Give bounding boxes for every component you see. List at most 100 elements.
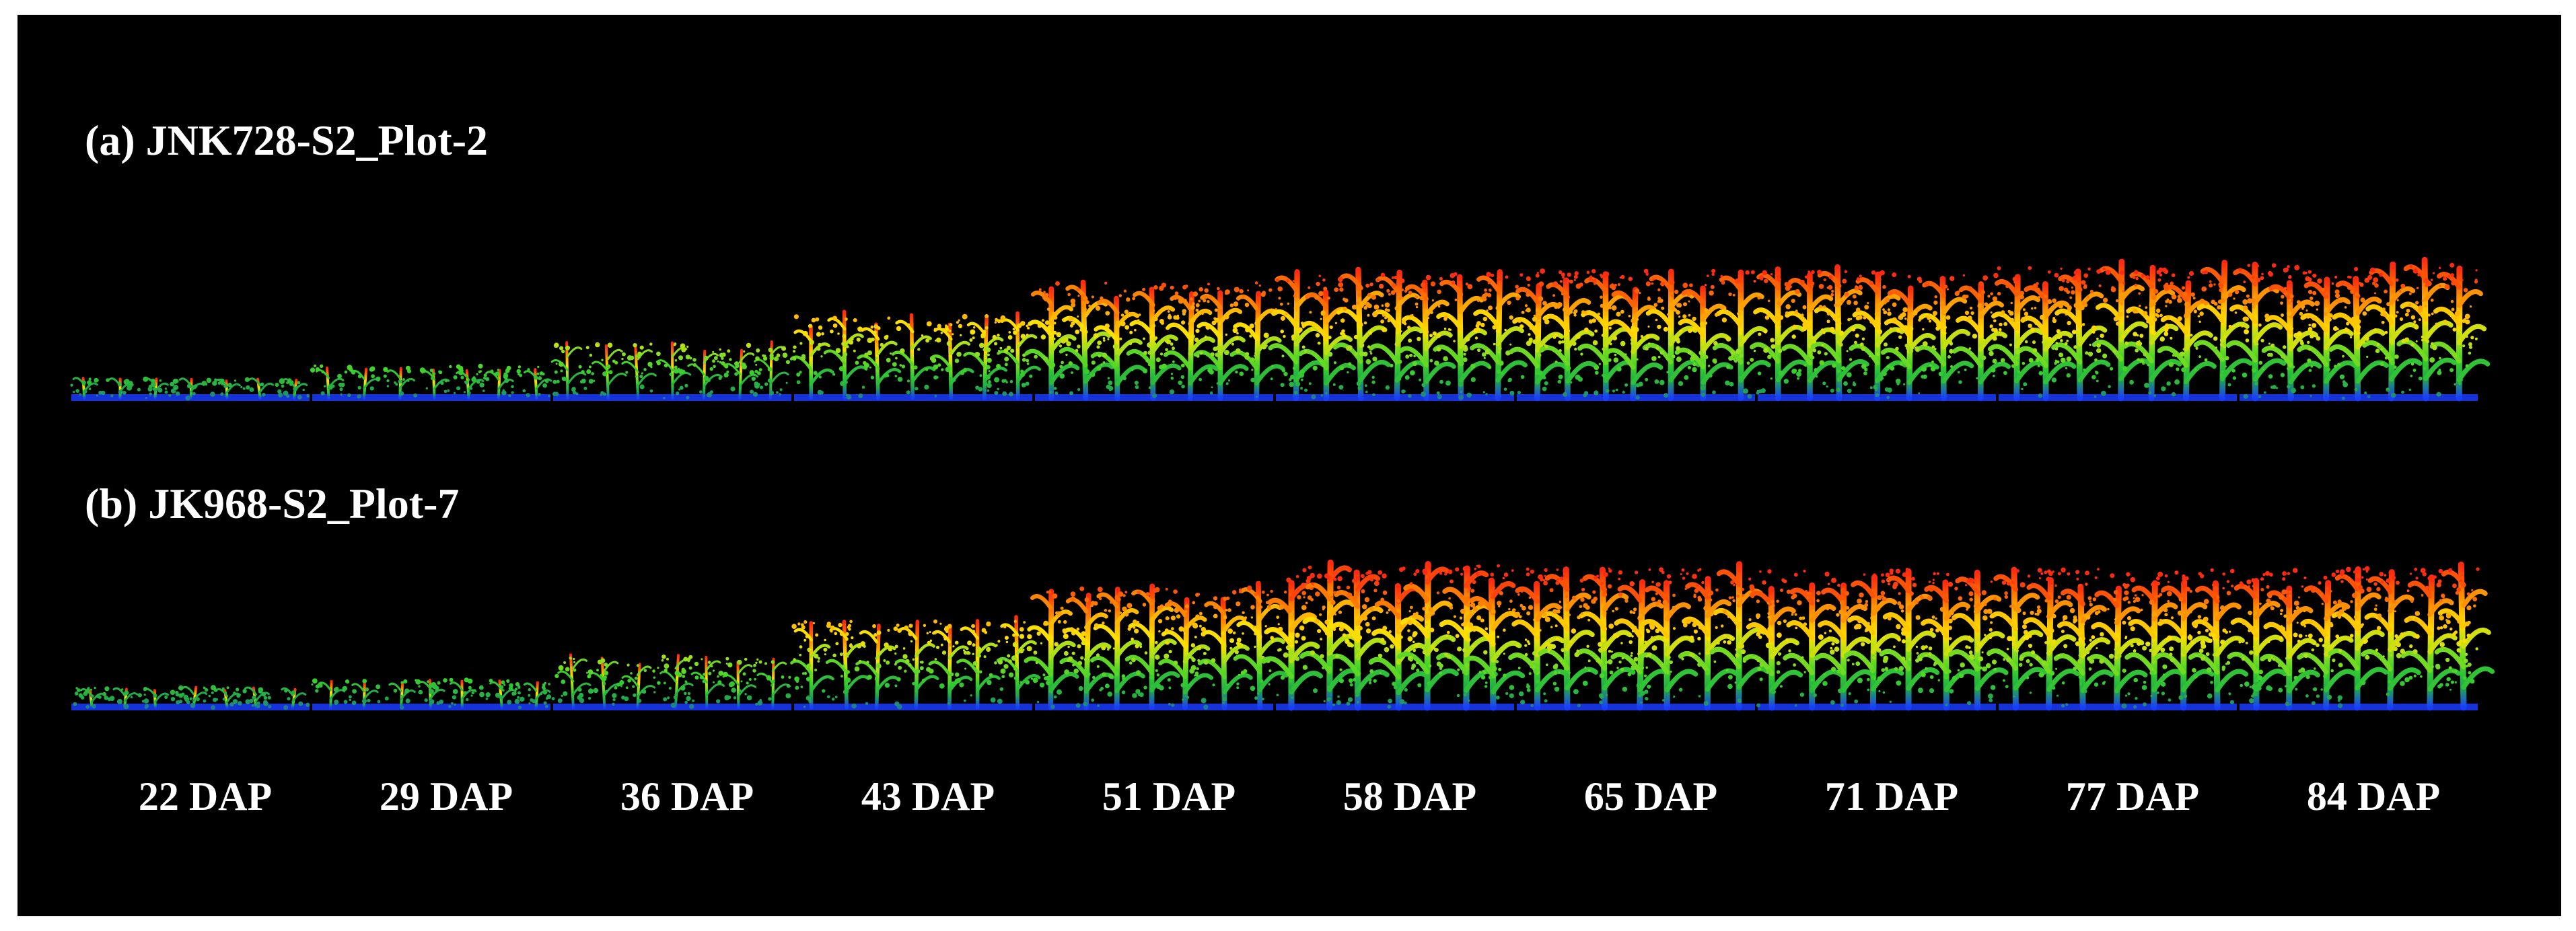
plant-leaf: [2456, 359, 2491, 383]
plant-leaf: [2014, 295, 2040, 314]
cloud-point: [1947, 626, 1952, 630]
cloud-point: [2087, 351, 2094, 357]
cloud-point: [1310, 650, 1316, 656]
cloud-point: [2308, 324, 2311, 327]
cloud-point: [1648, 568, 1651, 571]
plant-leaf: [2128, 619, 2157, 639]
cloud-point: [1268, 288, 1273, 292]
cloud-point: [1013, 667, 1017, 671]
cloud-point: [2110, 367, 2114, 371]
cloud-point: [1515, 611, 1520, 617]
cloud-point: [538, 384, 540, 387]
cloud-point: [1186, 696, 1190, 699]
cloud-point: [1407, 629, 1410, 632]
cloud-point: [721, 357, 724, 360]
cloud-point: [1784, 282, 1789, 287]
plant-leaf: [1709, 646, 1742, 669]
plant-leaf: [2252, 322, 2283, 344]
cloud-point: [1587, 668, 1591, 671]
cloud-point: [1156, 673, 1160, 677]
cloud-point: [1982, 275, 1989, 281]
cloud-point: [793, 350, 796, 353]
plant-canopy-1: [71, 685, 310, 710]
cloud-point: [952, 333, 954, 336]
plant-leaf: [1359, 291, 1384, 309]
cloud-point: [1743, 388, 1748, 394]
cloud-point: [2167, 581, 2170, 583]
cloud-point: [90, 688, 93, 691]
cloud-point: [1780, 589, 1783, 592]
cloud-point: [2316, 336, 2321, 341]
plant-leaf: [1267, 597, 1294, 617]
cloud-point: [1464, 693, 1467, 697]
cloud-point: [1532, 660, 1535, 663]
cloud-point: [1704, 284, 1707, 287]
cloud-point: [1547, 650, 1550, 653]
cloud-point: [712, 359, 715, 363]
plant-leaf: [1368, 657, 1401, 680]
plant-leaf: [2288, 361, 2322, 385]
plant-leaf: [1749, 591, 1775, 609]
plant-leaf: [1577, 343, 1608, 365]
cloud-point: [2042, 334, 2046, 339]
cloud-point: [793, 314, 799, 320]
cloud-point: [2078, 675, 2082, 679]
cloud-point: [1627, 672, 1632, 677]
cloud-point: [2410, 363, 2414, 366]
cloud-point: [663, 396, 666, 400]
cloud-point: [2295, 307, 2298, 310]
cloud-point: [2096, 647, 2098, 650]
cloud-point: [1165, 616, 1170, 621]
cloud-point: [919, 661, 923, 664]
cloud-point: [1884, 667, 1889, 671]
cloud-point: [509, 683, 513, 688]
cloud-point: [1607, 324, 1610, 326]
cloud-point: [1509, 315, 1513, 320]
plant-leaf: [1637, 652, 1670, 675]
cloud-point: [1589, 275, 1593, 279]
cloud-point: [1519, 589, 1524, 593]
cloud-point: [818, 375, 822, 379]
cloud-point: [785, 360, 790, 365]
cloud-point: [1026, 646, 1032, 652]
plant-leaf: [1906, 667, 1940, 691]
cloud-point: [746, 342, 752, 348]
cloud-point: [1561, 340, 1565, 344]
cloud-point: [1990, 581, 1993, 583]
cloud-point: [1700, 385, 1706, 391]
plant-leaf: [1917, 652, 1949, 675]
cloud-point: [2085, 351, 2089, 355]
cloud-point: [1365, 301, 1371, 307]
cloud-point: [2198, 588, 2201, 591]
cloud-point: [1991, 659, 1997, 665]
cloud-point: [470, 694, 473, 697]
cloud-point: [1580, 352, 1583, 356]
cloud-point: [444, 379, 448, 383]
cloud-point: [714, 356, 718, 361]
cloud-point: [107, 697, 112, 702]
cloud-point: [1921, 366, 1927, 372]
cloud-point: [2096, 337, 2099, 340]
plant-leaf: [1268, 343, 1299, 365]
cloud-point: [1608, 584, 1612, 589]
cloud-point: [1977, 303, 1982, 309]
cloud-point: [1437, 305, 1441, 308]
cloud-point: [1697, 597, 1703, 602]
cloud-point: [1384, 316, 1388, 320]
cloud-point: [830, 630, 833, 633]
cloud-point: [779, 388, 783, 392]
cloud-point: [1829, 326, 1835, 332]
cloud-point: [130, 696, 133, 699]
cloud-point: [2254, 382, 2258, 385]
cloud-point: [400, 705, 404, 710]
cloud-point: [1935, 326, 1941, 331]
cloud-point: [2458, 381, 2462, 385]
cloud-point: [2203, 616, 2209, 622]
cloud-point: [1631, 630, 1635, 633]
cloud-point: [1594, 575, 1598, 580]
cloud-point: [1933, 661, 1938, 665]
cloud-point: [1408, 338, 1412, 343]
cloud-point: [1969, 306, 1973, 310]
cloud-point: [306, 702, 310, 706]
cloud-point: [849, 620, 853, 624]
